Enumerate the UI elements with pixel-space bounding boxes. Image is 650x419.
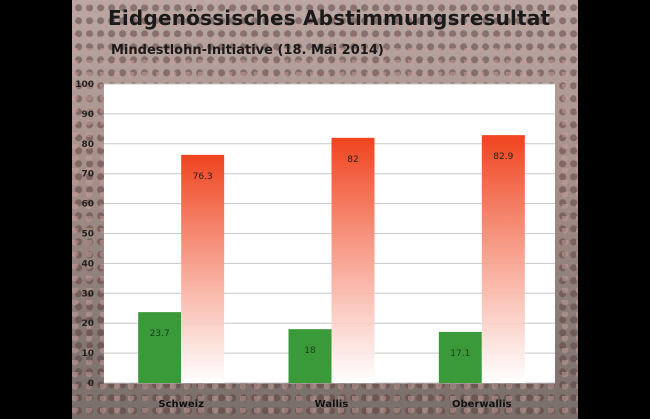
y-tick-label: 90 bbox=[81, 110, 94, 120]
bar-nein bbox=[481, 135, 525, 383]
y-tick-label: 10 bbox=[81, 349, 94, 359]
bar-nein bbox=[181, 154, 225, 383]
data-label: 82 bbox=[347, 155, 358, 165]
data-label: 82.9 bbox=[493, 152, 513, 162]
y-tick-label: 70 bbox=[81, 170, 94, 180]
y-tick-label: 0 bbox=[88, 379, 94, 389]
bar-nein bbox=[331, 137, 375, 383]
bar-ja bbox=[438, 331, 482, 383]
y-tick-label: 30 bbox=[81, 289, 94, 299]
x-tick-label: Schweiz bbox=[158, 399, 204, 410]
chart-subtitle: Mindestlohn-Initiative (18. Mai 2014) bbox=[111, 43, 384, 58]
bar-ja bbox=[288, 329, 332, 383]
bar-ja bbox=[138, 312, 182, 383]
x-tick-label: Wallis bbox=[315, 399, 349, 410]
y-tick-label: 50 bbox=[81, 230, 94, 240]
x-tick-label: Oberwallis bbox=[452, 399, 512, 410]
y-tick-label: 60 bbox=[81, 200, 94, 210]
data-label: 17.1 bbox=[450, 349, 470, 359]
chart-title: Eidgenössisches Abstimmungsresultat bbox=[108, 6, 551, 30]
y-tick-label: 20 bbox=[81, 319, 94, 329]
data-label: 18 bbox=[304, 346, 316, 356]
y-tick-label: 80 bbox=[81, 140, 94, 150]
y-tick-label: 40 bbox=[81, 259, 94, 269]
data-label: 76.3 bbox=[193, 172, 213, 182]
data-label: 23.7 bbox=[150, 329, 170, 339]
y-tick-label: 100 bbox=[75, 80, 94, 90]
